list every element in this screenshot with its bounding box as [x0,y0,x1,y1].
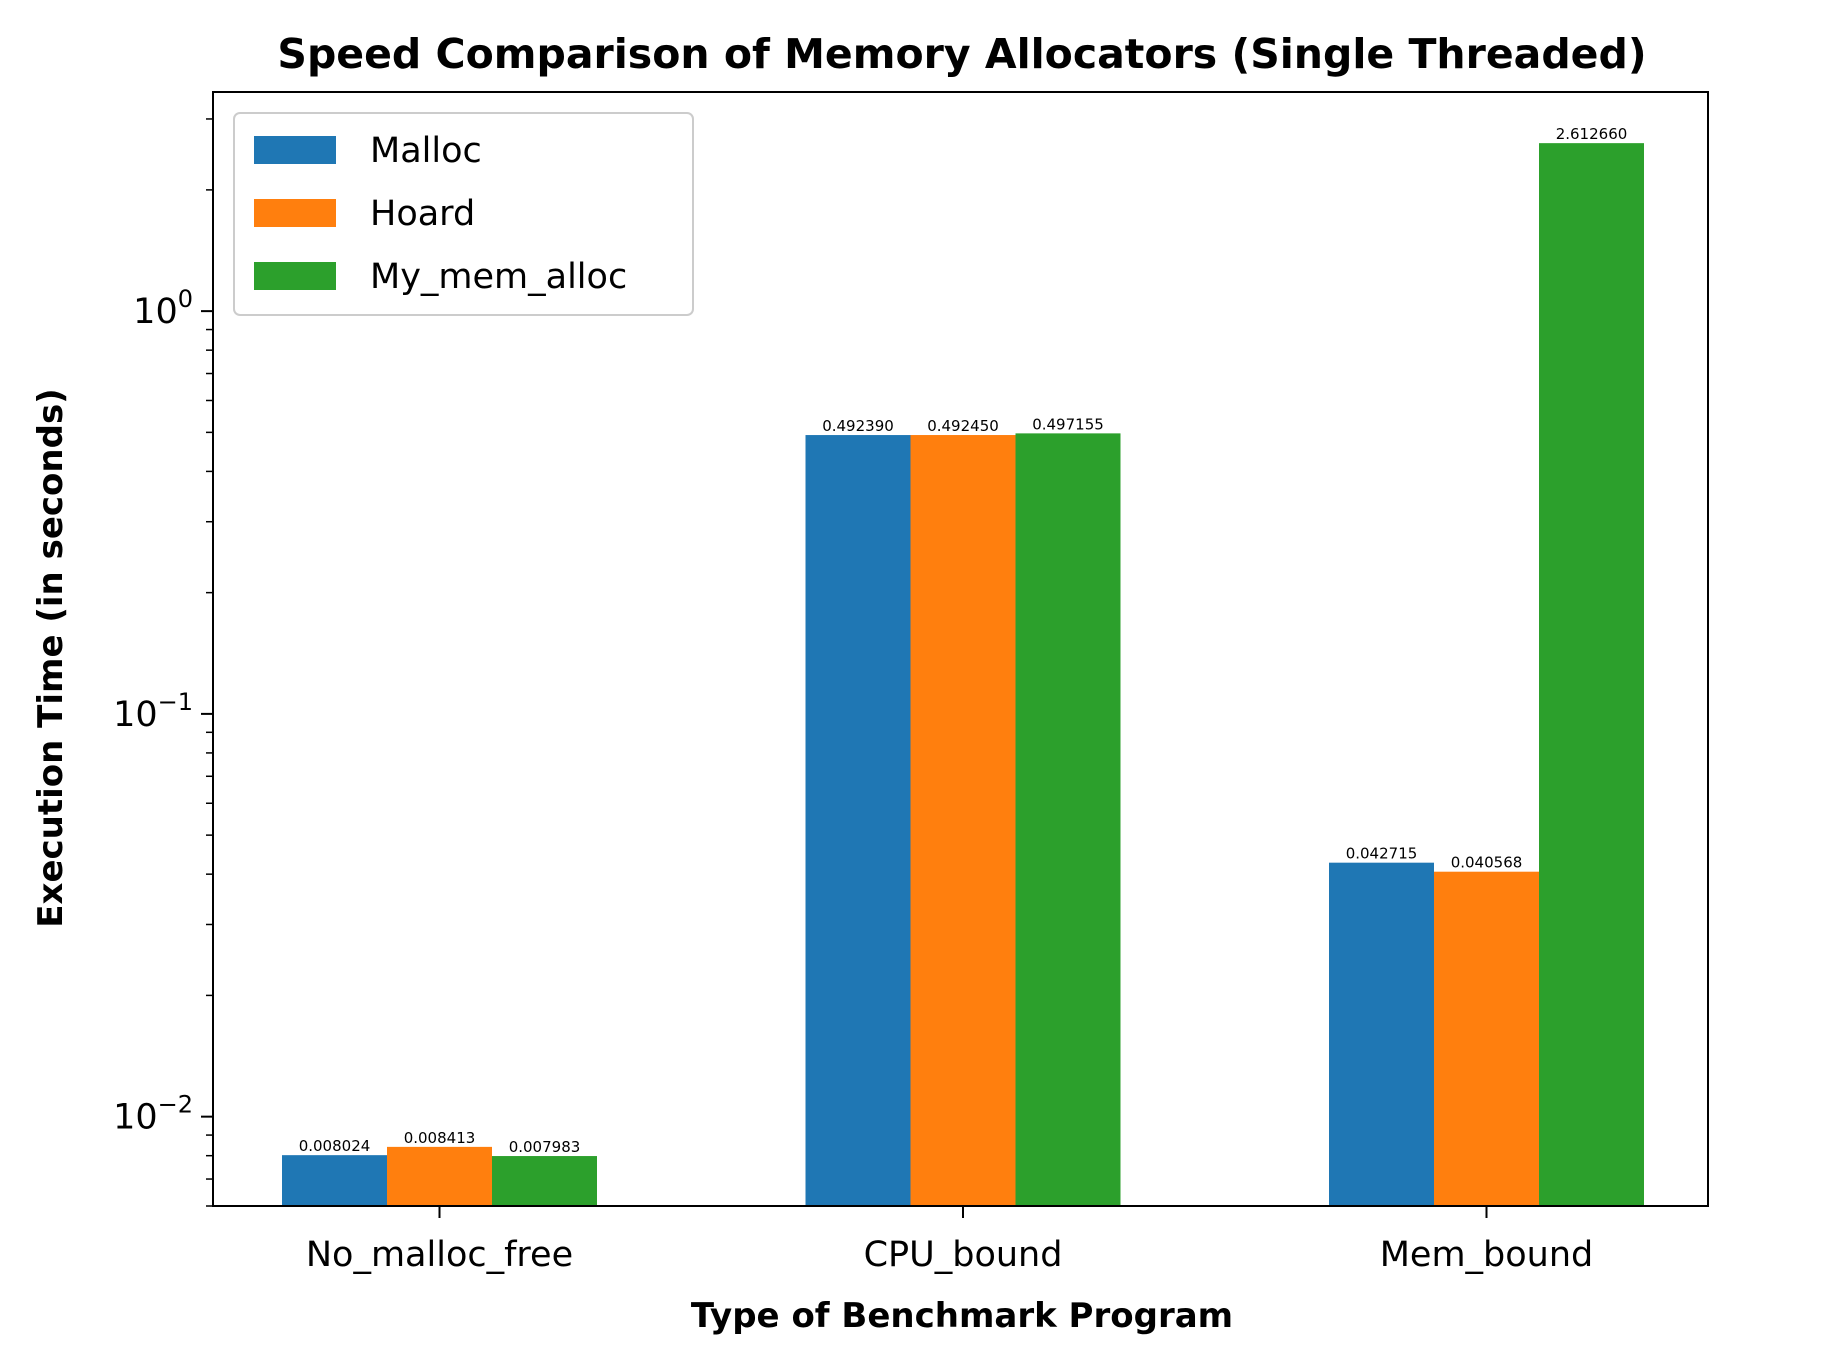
legend-box [233,112,694,316]
legend: Malloc Hoard My_mem_alloc [233,112,694,316]
chart-title: Speed Comparison of Memory Allocators (S… [277,30,1646,78]
legend-swatch [254,262,336,290]
bar-labels-group: 0.008024 0.008413 0.007983 0.492390 0.492450… [299,125,1628,1156]
bar-malloc-cpu-bound [805,435,911,1206]
y-axis-label: Execution Time (in seconds) [31,388,71,927]
legend-swatch [254,199,336,227]
bar-value-label: 0.007983 [509,1138,581,1156]
x-tick-label: CPU_bound [864,1235,1063,1275]
x-tick-label: Mem_bound [1380,1235,1594,1275]
bar-value-label: 0.492390 [822,417,894,435]
bar-my-mem-alloc-cpu-bound [1015,433,1121,1206]
plot-frame [212,91,1709,1207]
bar-value-label: 0.008024 [299,1137,371,1155]
legend-entry-label: Hoard [370,194,475,234]
legend-entry-label: Malloc [370,131,482,171]
bar-value-label: 0.040568 [1451,854,1523,872]
bar-malloc-mem-bound [1329,862,1434,1206]
bar-my-mem-alloc-no-malloc-free [492,1156,597,1206]
bar-value-label: 2.612660 [1556,125,1628,143]
bar-hoard-no-malloc-free [387,1146,492,1206]
bar-value-label: 0.492450 [927,417,999,435]
bar-hoard-mem-bound [1434,871,1539,1206]
y-tick-label: 10−1 [113,688,193,735]
bar-value-label: 0.008413 [404,1129,476,1147]
legend-swatch [254,136,336,164]
x-axis-label: Type of Benchmark Program [691,1296,1233,1336]
bar-value-label: 0.042715 [1346,845,1418,863]
y-tick-label: 100 [133,285,193,332]
y-axis: 10−2 10−1 100 [113,118,213,1207]
x-axis: No_malloc_free CPU_bound Mem_bound [306,1206,1593,1275]
x-tick-label: No_malloc_free [306,1235,573,1275]
bar-hoard-cpu-bound [910,435,1016,1207]
bar-malloc-no-malloc-free [282,1155,387,1206]
bars-group [282,143,1644,1207]
legend-entry-label: My_mem_alloc [370,257,627,297]
bar-value-label: 0.497155 [1032,415,1104,433]
y-tick-label: 10−2 [113,1091,193,1138]
bar-my-mem-alloc-mem-bound [1539,143,1644,1206]
